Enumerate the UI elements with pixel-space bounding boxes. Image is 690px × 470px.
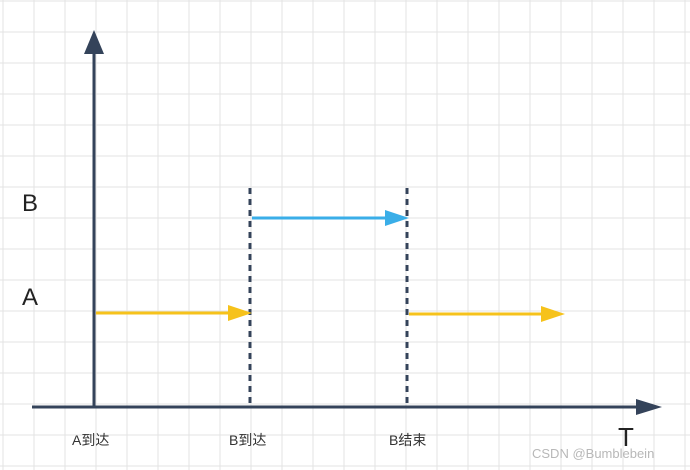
event-label-b-end: B结束 (389, 432, 427, 448)
process-a-segment-1-arrowhead (228, 305, 252, 321)
event-label-a-arrive: A到达 (72, 432, 110, 448)
process-b-segment-arrowhead (385, 210, 409, 226)
time-axis-label: T (618, 422, 634, 452)
watermark: CSDN @Bumblebein (532, 446, 655, 461)
vertical-axis-arrowhead (84, 30, 104, 54)
process-a-segment-2-arrowhead (541, 306, 565, 322)
row-label-b: B (22, 190, 39, 217)
event-label-b-arrive: B到达 (229, 432, 267, 448)
time-axis-arrowhead (636, 399, 662, 415)
row-label-a: A (22, 284, 39, 311)
